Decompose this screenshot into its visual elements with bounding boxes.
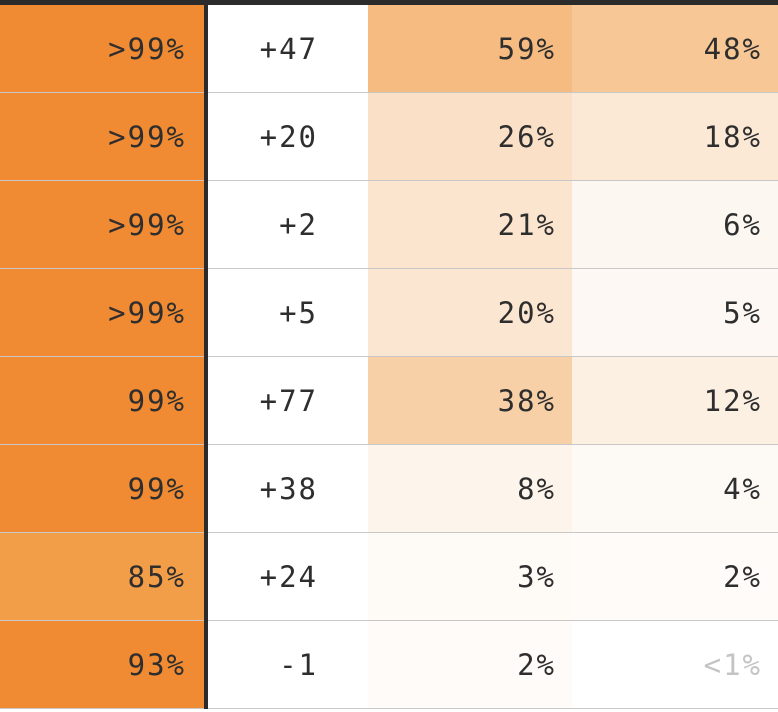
margin-cell: +5	[208, 269, 368, 356]
table-row: 99% +38 8% 4%	[0, 445, 778, 533]
column-divider	[204, 181, 208, 269]
column-divider	[204, 621, 208, 709]
percent-cell-b: 12%	[572, 357, 778, 444]
margin-cell: +77	[208, 357, 368, 444]
probability-cell: >99%	[0, 5, 204, 92]
percent-cell-b: 2%	[572, 533, 778, 620]
percent-cell-b: 5%	[572, 269, 778, 356]
column-divider	[204, 5, 208, 93]
probability-cell: >99%	[0, 181, 204, 268]
percent-cell-a: 3%	[368, 533, 572, 620]
margin-cell: +38	[208, 445, 368, 532]
percent-cell-a: 26%	[368, 93, 572, 180]
percent-cell-b: 4%	[572, 445, 778, 532]
probability-cell: 99%	[0, 445, 204, 532]
table-row: >99% +47 59% 48%	[0, 5, 778, 93]
percent-cell-a: 8%	[368, 445, 572, 532]
percent-cell-a: 21%	[368, 181, 572, 268]
probability-cell: >99%	[0, 93, 204, 180]
table-row: >99% +2 21% 6%	[0, 181, 778, 269]
column-divider	[204, 269, 208, 357]
table-row: 93% -1 2% <1%	[0, 621, 778, 709]
table-top-border	[0, 0, 778, 5]
margin-cell: +2	[208, 181, 368, 268]
percent-cell-a: 2%	[368, 621, 572, 708]
column-divider	[204, 445, 208, 533]
margin-cell: +24	[208, 533, 368, 620]
probability-cell: 85%	[0, 533, 204, 620]
forecast-table: >99% +47 59% 48% >99% +20 26% 18% >99% +2 21% 6% >99…	[0, 5, 778, 709]
percent-cell-b: 6%	[572, 181, 778, 268]
percent-cell-a: 38%	[368, 357, 572, 444]
column-divider	[204, 357, 208, 445]
margin-cell: -1	[208, 621, 368, 708]
percent-cell-b: 18%	[572, 93, 778, 180]
probability-cell: 99%	[0, 357, 204, 444]
table-row: 99% +77 38% 12%	[0, 357, 778, 445]
probability-cell: >99%	[0, 269, 204, 356]
column-divider	[204, 93, 208, 181]
percent-cell-b: 48%	[572, 5, 778, 92]
percent-cell-a: 20%	[368, 269, 572, 356]
percent-cell-b: <1%	[572, 621, 778, 708]
margin-cell: +47	[208, 5, 368, 92]
probability-cell: 93%	[0, 621, 204, 708]
column-divider	[204, 533, 208, 621]
table-row: 85% +24 3% 2%	[0, 533, 778, 621]
table-row: >99% +20 26% 18%	[0, 93, 778, 181]
table-row: >99% +5 20% 5%	[0, 269, 778, 357]
margin-cell: +20	[208, 93, 368, 180]
percent-cell-a: 59%	[368, 5, 572, 92]
